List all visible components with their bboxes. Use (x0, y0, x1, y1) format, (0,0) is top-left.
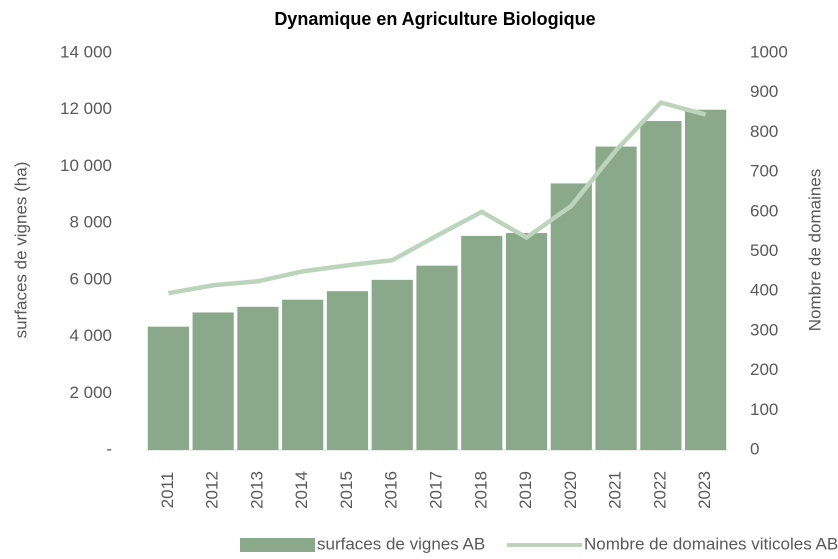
bar (326, 291, 369, 450)
legend-swatch (240, 538, 315, 552)
x-tick-label: 2020 (561, 471, 580, 509)
x-tick-label: 2022 (650, 471, 669, 509)
y-tick-label: 10 000 (60, 156, 112, 175)
y2-tick-label: 600 (750, 201, 778, 220)
y2-tick-label: 0 (750, 439, 759, 458)
y2-tick-label: 800 (750, 122, 778, 141)
bar (595, 146, 637, 451)
bar (192, 312, 234, 450)
bar (505, 233, 548, 450)
bar (147, 326, 189, 450)
line (167, 100, 707, 296)
y-tick-label: - (106, 439, 112, 458)
y-tick-label: 6 000 (69, 269, 112, 288)
y-tick-label: 8 000 (69, 213, 112, 232)
y-tick-label: 2 000 (69, 383, 112, 402)
y2-tick-label: 500 (750, 241, 778, 260)
y2-axis-label: Nombre de domaines (805, 169, 824, 332)
bar (416, 265, 458, 450)
legend-label: surfaces de vignes AB (317, 534, 485, 553)
bar (550, 183, 592, 450)
bar (282, 299, 324, 450)
bar (461, 235, 503, 450)
y-axis-label: surfaces de vignes (ha) (11, 162, 30, 339)
y2-tick-label: 1000 (750, 42, 788, 61)
y-tick-label: 4 000 (69, 326, 112, 345)
legend-label: Nombre de domaines viticoles AB (584, 534, 838, 553)
y2-tick-label: 300 (750, 320, 778, 339)
y2-tick-label: 700 (750, 162, 778, 181)
x-tick-label: 2015 (337, 471, 356, 509)
x-tick-label: 2021 (606, 471, 625, 509)
chart-title: Dynamique en Agriculture Biologique (274, 9, 595, 29)
y2-tick-label: 400 (750, 281, 778, 300)
y-tick-label: 14 000 (60, 42, 112, 61)
bar (237, 306, 279, 450)
x-tick-label: 2013 (247, 471, 266, 509)
y2-tick-label: 100 (750, 400, 778, 419)
x-tick-label: 2011 (158, 472, 177, 509)
y2-tick-label: 900 (750, 82, 778, 101)
bar (685, 109, 727, 450)
x-tick-label: 2017 (426, 471, 445, 509)
bar (640, 121, 682, 451)
x-tick-label: 2016 (382, 471, 401, 509)
x-tick-label: 2019 (516, 471, 535, 509)
y2-tick-label: 200 (750, 360, 778, 379)
x-tick-label: 2012 (203, 471, 222, 509)
x-tick-label: 2018 (471, 471, 490, 509)
bar (371, 279, 413, 450)
y-tick-label: 12 000 (60, 99, 112, 118)
x-tick-label: 2014 (292, 471, 311, 509)
x-tick-label: 2023 (695, 471, 714, 509)
